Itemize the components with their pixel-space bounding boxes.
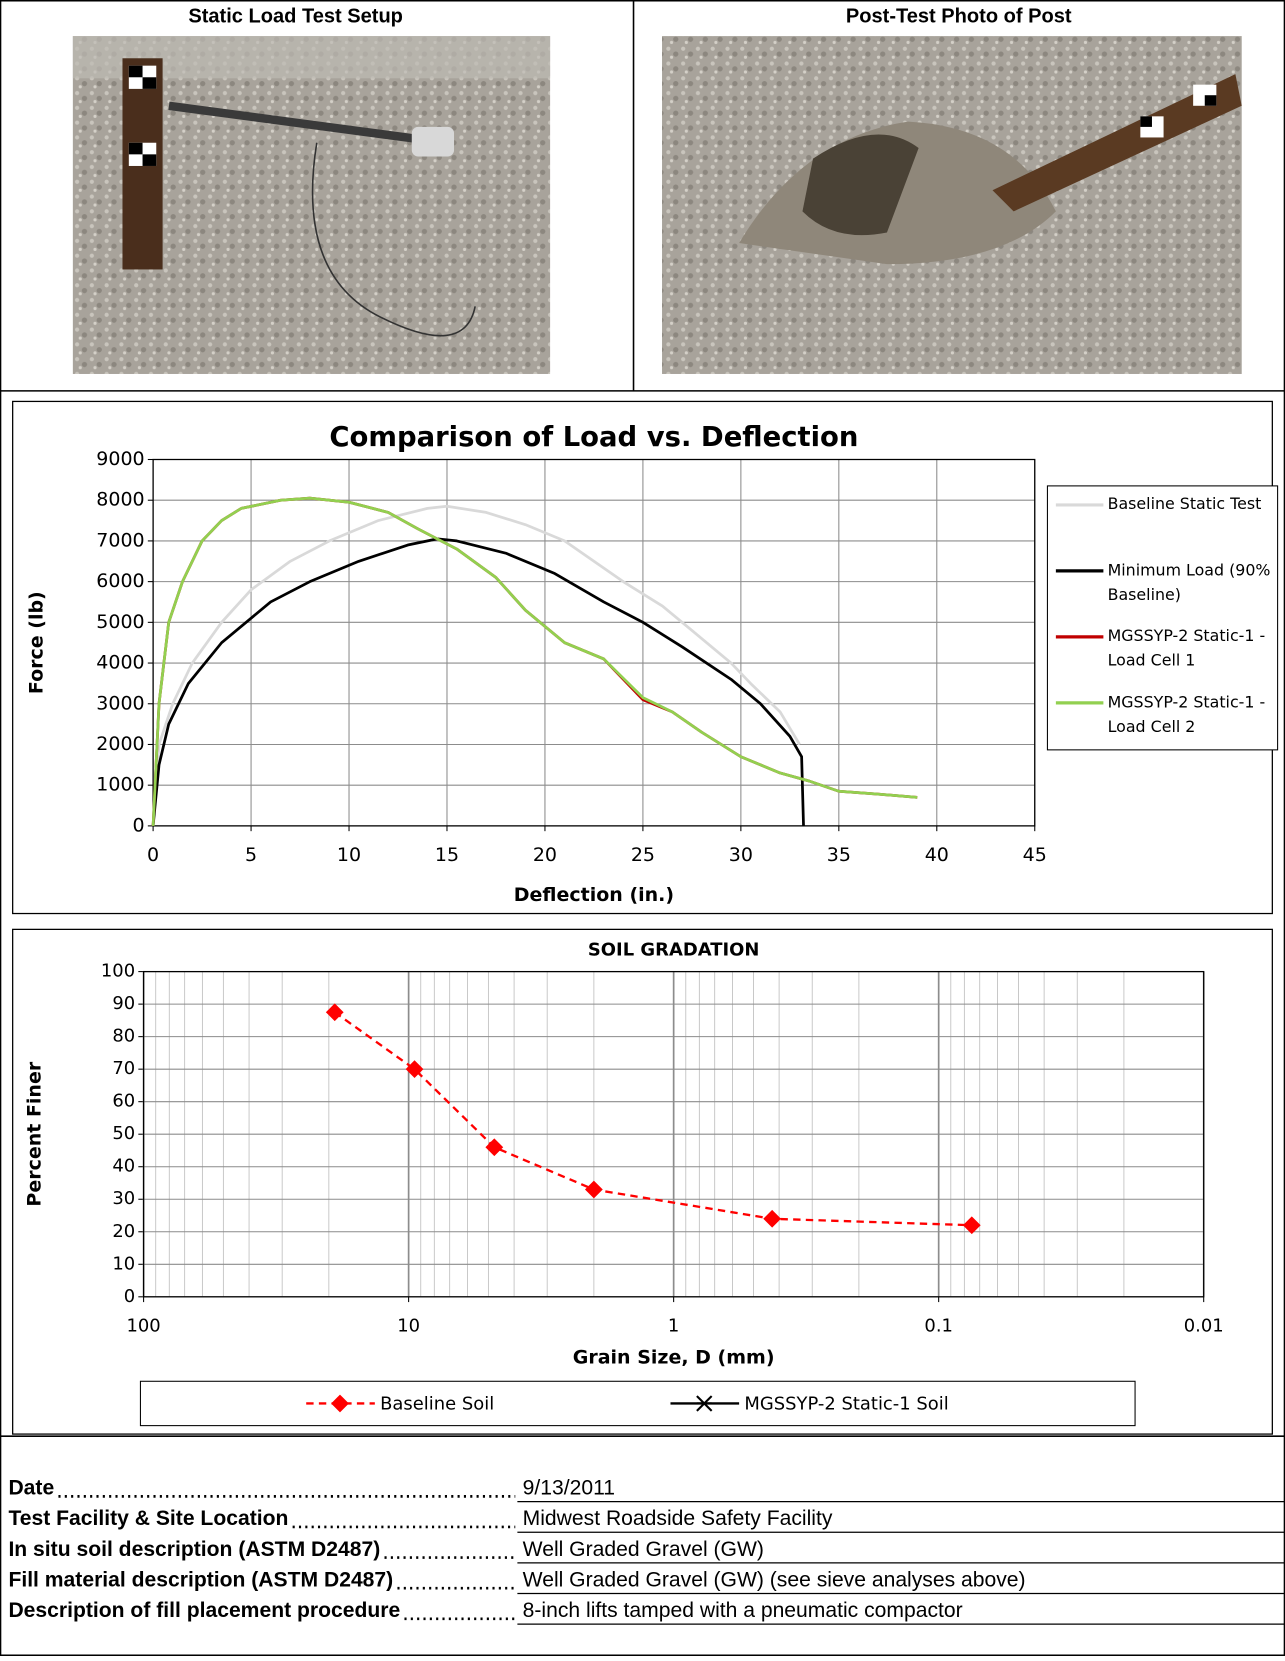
y-tick-label: 90 (112, 993, 135, 1014)
x-tick-label: 35 (827, 844, 851, 866)
x-tick-label: 40 (925, 844, 949, 866)
y-tick-label: 4000 (96, 652, 144, 674)
legend-entry: MGSSYP-2 Static-1 - Load Cell 1 (1107, 626, 1266, 670)
series-line (334, 1011, 972, 1227)
plot-area (153, 459, 1035, 826)
y-tick-label: 0 (133, 814, 145, 836)
x-tick-label: 0.1 (924, 1315, 953, 1336)
x-tick-label: 10 (397, 1315, 420, 1336)
legend-label: MGSSYP-2 Static-1 - Load Cell 2 (1107, 692, 1266, 736)
data-point (584, 1180, 603, 1199)
y-tick-label: 9000 (96, 448, 144, 470)
x-tick-label: 30 (729, 844, 753, 866)
y-tick-label: 0 (124, 1286, 135, 1307)
data-point (325, 1003, 344, 1022)
chart: 0 1000 2000 3000 4000 5000 6000 7000 8000 9000 0 5 1… (25, 422, 1279, 906)
legend-marker (331, 1394, 349, 1413)
y-tick-label: 7000 (96, 529, 144, 551)
x-tick-label: 15 (435, 844, 459, 866)
x-tick-label: 25 (631, 844, 655, 866)
y-tick-label: 20 (112, 1221, 135, 1242)
chart-title: SOIL GRADATION (588, 939, 759, 960)
legend-label: Baseline Static Test (1107, 494, 1262, 514)
row-label: Test Facility & Site Location (8, 1507, 288, 1530)
x-tick-label: 0.01 (1184, 1315, 1224, 1336)
x-tick-label: 5 (245, 844, 257, 866)
series-line (151, 537, 805, 827)
data-point (485, 1138, 504, 1157)
row-label: Description of fill placement procedure (8, 1599, 400, 1622)
y-tick-label: 3000 (96, 692, 144, 714)
legend-box (1046, 485, 1279, 751)
legend-marker (696, 1395, 713, 1412)
legend-label: MGSSYP-2 Static-1 Soil (744, 1394, 948, 1415)
x-tick-label: 20 (533, 844, 557, 866)
x-tick-label: 1 (668, 1315, 679, 1336)
info-table: Date 9/13/2011 Test Facility & Site Locati… (8, 1477, 1285, 1625)
row-value: Midwest Roadside Safety Facility (523, 1507, 833, 1530)
y-tick-label: 70 (112, 1058, 135, 1079)
row-value: Well Graded Gravel (GW) (523, 1538, 764, 1561)
row-value: 8-inch lifts tamped with a pneumatic com… (523, 1599, 963, 1622)
row-label: In situ soil description (ASTM D2487) (8, 1538, 380, 1561)
y-tick-label: 5000 (96, 611, 144, 633)
x-axis-title: Grain Size, D (mm) (573, 1347, 775, 1369)
photo-title: Post-Test Photo of Post (846, 5, 1072, 27)
y-tick-label: 100 (101, 961, 135, 982)
series-line (151, 496, 918, 826)
y-tick-label: 60 (112, 1091, 135, 1112)
y-tick-label: 30 (112, 1188, 135, 1209)
series-line (151, 504, 801, 826)
x-tick-label: 100 (126, 1315, 160, 1336)
y-axis-title: Percent Finer (23, 1061, 45, 1206)
data-point (962, 1216, 981, 1235)
legend-entry: Minimum Load (90% Baseline) (1107, 560, 1271, 604)
y-tick-label: 50 (112, 1123, 135, 1144)
x-tick-label: 0 (147, 844, 159, 866)
legend-label: MGSSYP-2 Static-1 - Load Cell 1 (1107, 626, 1266, 670)
plot-border (142, 970, 1205, 1298)
x-tick-label: 45 (1023, 844, 1047, 866)
legend-entry: Baseline Static Test (1107, 494, 1262, 514)
y-tick-label: 6000 (96, 570, 144, 592)
y-axis-title: Force (lb) (25, 591, 47, 694)
y-tick-label: 2000 (96, 733, 144, 755)
x-tick-label: 10 (337, 844, 361, 866)
legend-entry: MGSSYP-2 Static-1 - Load Cell 2 (1107, 692, 1266, 736)
y-tick-label: 40 (112, 1156, 135, 1177)
row-label: Fill material description (ASTM D2487) (8, 1568, 393, 1591)
y-tick-label: 1000 (96, 774, 144, 796)
photo (662, 36, 1242, 374)
chart-title: Comparison of Load vs. Deflection (329, 422, 858, 453)
row-value: 9/13/2011 (523, 1477, 615, 1500)
photo (72, 36, 551, 374)
row-value: Well Graded Gravel (GW) (see sieve analy… (523, 1568, 1026, 1591)
plot-border (152, 458, 1036, 827)
y-tick-label: 10 (112, 1253, 135, 1274)
photo-title: Static Load Test Setup (188, 5, 403, 27)
data-point (763, 1209, 782, 1228)
legend-label: Baseline Soil (380, 1394, 494, 1415)
y-tick-label: 80 (112, 1026, 135, 1047)
data-point (405, 1060, 424, 1079)
legend-label: Minimum Load (90% Baseline) (1107, 560, 1271, 604)
row-label: Date (8, 1477, 54, 1500)
legend-box (139, 1380, 1136, 1427)
x-axis-title: Deflection (in.) (514, 884, 674, 906)
y-tick-label: 8000 (96, 489, 144, 511)
chart: 0 10 20 30 40 50 60 70 80 90 100 100 10 1 0.1 0.01 SOIL … (23, 939, 1224, 1427)
